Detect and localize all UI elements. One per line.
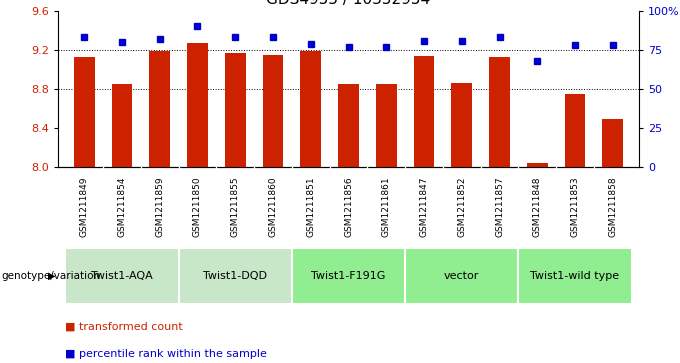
Text: Twist1-wild type: Twist1-wild type (530, 271, 619, 281)
Text: GSM1211858: GSM1211858 (609, 176, 617, 237)
Text: ■ transformed count: ■ transformed count (65, 322, 182, 332)
Text: GSM1211847: GSM1211847 (420, 177, 428, 237)
Text: ■ percentile rank within the sample: ■ percentile rank within the sample (65, 349, 267, 359)
Bar (338, 84, 359, 167)
Text: GSM1211850: GSM1211850 (193, 176, 202, 237)
Bar (65, 248, 179, 304)
Text: GSM1211849: GSM1211849 (80, 177, 88, 237)
Bar (292, 248, 405, 304)
Bar (564, 94, 585, 167)
Text: GSM1211854: GSM1211854 (118, 177, 126, 237)
Bar (405, 248, 518, 304)
Bar (489, 57, 510, 167)
Bar (179, 248, 292, 304)
Text: GSM1211859: GSM1211859 (155, 176, 165, 237)
Bar (225, 53, 245, 167)
Bar (187, 43, 208, 167)
Bar (262, 55, 284, 167)
Text: GSM1211860: GSM1211860 (269, 176, 277, 237)
Bar (518, 248, 632, 304)
Bar (452, 83, 472, 167)
Text: GSM1211856: GSM1211856 (344, 176, 353, 237)
Text: Twist1-AQA: Twist1-AQA (91, 271, 153, 281)
Text: ▶: ▶ (48, 271, 56, 281)
Bar (376, 84, 396, 167)
Text: GSM1211852: GSM1211852 (457, 177, 466, 237)
Text: Twist1-DQD: Twist1-DQD (203, 271, 267, 281)
Bar (602, 119, 623, 167)
Text: GSM1211848: GSM1211848 (532, 177, 542, 237)
Text: genotype/variation: genotype/variation (1, 271, 101, 281)
Bar (112, 84, 133, 167)
Text: GSM1211855: GSM1211855 (231, 176, 240, 237)
Title: GDS4955 / 10352954: GDS4955 / 10352954 (267, 0, 430, 7)
Bar (150, 51, 170, 167)
Bar (413, 56, 435, 167)
Bar (301, 51, 321, 167)
Text: GSM1211857: GSM1211857 (495, 176, 504, 237)
Text: Twist1-F191G: Twist1-F191G (311, 271, 386, 281)
Text: GSM1211851: GSM1211851 (306, 176, 316, 237)
Bar (527, 163, 547, 167)
Text: vector: vector (444, 271, 479, 281)
Text: GSM1211853: GSM1211853 (571, 176, 579, 237)
Text: GSM1211861: GSM1211861 (381, 176, 391, 237)
Bar (74, 57, 95, 167)
